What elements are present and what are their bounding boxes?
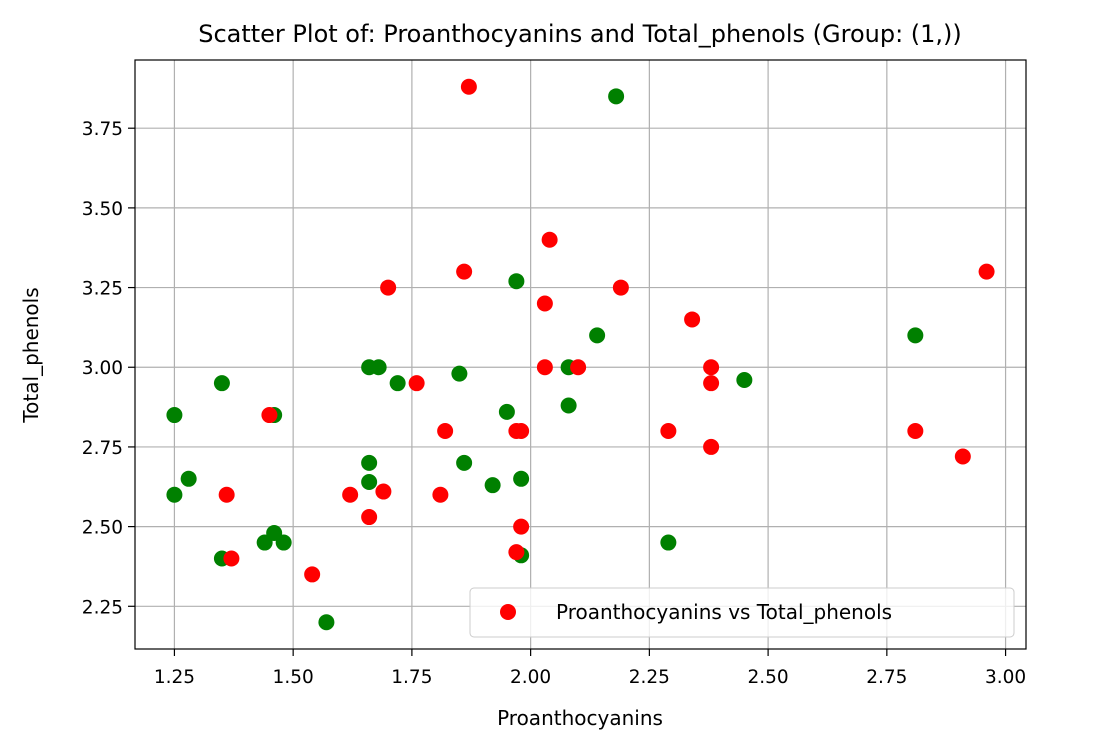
x-tick-label: 2.50: [748, 667, 789, 688]
green-data-point: [166, 486, 183, 503]
green-data-point: [484, 477, 501, 494]
x-tick-label: 2.25: [629, 667, 670, 688]
y-tick-label: 3.25: [82, 279, 123, 300]
y-tick-label: 3.00: [82, 358, 123, 379]
green-data-point: [213, 375, 230, 392]
red-data-point: [361, 509, 378, 526]
y-tick-label: 2.25: [82, 597, 123, 618]
green-data-point: [318, 614, 335, 631]
red-data-point: [907, 422, 924, 439]
red-data-point: [541, 231, 558, 248]
green-data-point: [513, 470, 530, 487]
green-data-point: [275, 534, 292, 551]
green-data-point: [166, 407, 183, 424]
x-tick-label: 2.00: [510, 667, 551, 688]
green-data-point: [660, 534, 677, 551]
green-data-point: [361, 473, 378, 490]
red-data-point: [703, 438, 720, 455]
x-axis-label: Proanthocyanins: [497, 706, 663, 730]
plot-frame: [134, 59, 1027, 650]
red-data-point: [612, 279, 629, 296]
red-data-point: [375, 483, 392, 500]
red-data-point: [408, 375, 425, 392]
y-axis-ticks: 2.25 2.50 2.75 3.00 3.25 3.50 3.75: [82, 119, 135, 618]
x-tick-label: 1.75: [391, 667, 432, 688]
red-data-point: [342, 486, 359, 503]
red-data-point: [978, 263, 995, 280]
x-axis-ticks: 1.25 1.50 1.75 2.00 2.25 2.50 2.75 3.00: [154, 649, 1026, 688]
red-data-point: [536, 359, 553, 376]
red-data-point: [437, 422, 454, 439]
green-data-point: [608, 88, 625, 105]
y-axis-label: Total_phenols: [19, 287, 43, 423]
red-data-point: [513, 518, 530, 535]
legend-marker: [500, 604, 516, 620]
red-data-point: [703, 375, 720, 392]
green-data-point: [560, 397, 577, 414]
green-data-point: [389, 375, 406, 392]
red-data-point: [460, 78, 477, 95]
red-data-point: [536, 295, 553, 312]
y-tick-label: 2.75: [82, 438, 123, 459]
chart-title: Scatter Plot of: Proanthocyanins and Tot…: [198, 20, 962, 48]
green-data-point: [361, 454, 378, 471]
legend: Proanthocyanins vs Total_phenols: [469, 587, 1015, 638]
data-points: [166, 78, 995, 631]
x-tick-label: 3.00: [985, 667, 1026, 688]
green-data-point: [907, 327, 924, 344]
red-data-point: [380, 279, 397, 296]
x-tick-label: 1.50: [273, 667, 314, 688]
red-data-point: [954, 448, 971, 465]
red-data-point: [432, 486, 449, 503]
legend-box: [469, 587, 1015, 638]
red-data-point: [570, 359, 587, 376]
green-data-point: [180, 470, 197, 487]
green-data-point: [589, 327, 606, 344]
legend-label: Proanthocyanins vs Total_phenols: [556, 600, 892, 624]
y-tick-label: 3.50: [82, 199, 123, 220]
red-data-point: [304, 566, 321, 583]
red-data-point: [218, 486, 235, 503]
green-data-point: [456, 454, 473, 471]
grid-lines: [135, 60, 1026, 649]
y-tick-label: 3.75: [82, 119, 123, 140]
green-data-point: [508, 273, 525, 290]
x-tick-label: 1.25: [154, 667, 195, 688]
red-data-point: [223, 550, 240, 567]
plot-area: [135, 60, 1026, 649]
red-data-point: [261, 407, 278, 424]
green-data-point: [736, 371, 753, 388]
red-data-point: [513, 422, 530, 439]
red-data-point: [684, 311, 701, 328]
red-data-point: [660, 422, 677, 439]
green-data-point: [498, 403, 515, 420]
x-tick-label: 2.75: [866, 667, 907, 688]
red-data-point: [703, 359, 720, 376]
red-data-point: [456, 263, 473, 280]
green-data-point: [451, 365, 468, 382]
red-data-point: [508, 544, 525, 561]
green-data-point: [370, 359, 387, 376]
y-tick-label: 2.50: [82, 518, 123, 539]
